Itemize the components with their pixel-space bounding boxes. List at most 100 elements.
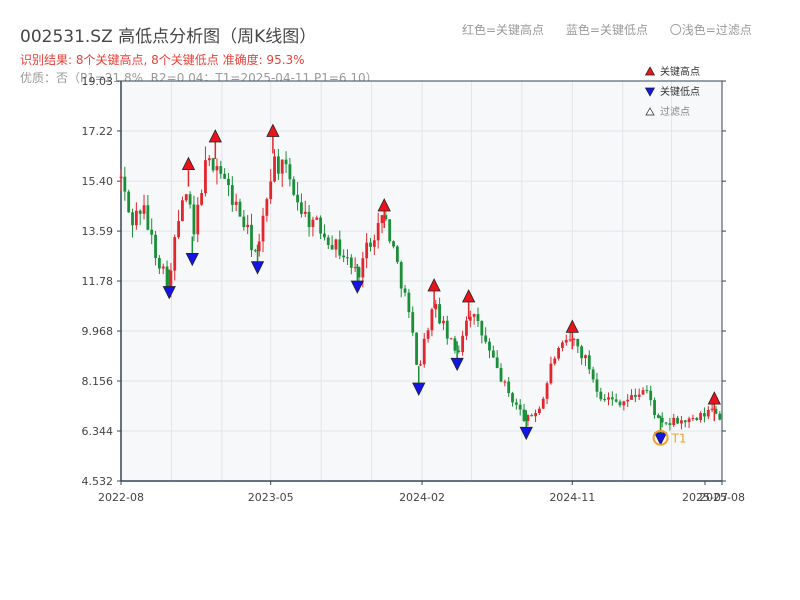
candle-body — [449, 338, 453, 340]
candle-body — [706, 409, 710, 417]
candle-body — [626, 399, 630, 402]
key-low-marker — [350, 280, 364, 294]
x-tick-label: 2024-02 — [399, 491, 445, 504]
candle-body — [395, 246, 399, 263]
key-low-marker — [185, 253, 199, 267]
candle-body — [392, 241, 395, 247]
candle-body — [200, 193, 204, 205]
y-tick-label: 4.532 — [82, 475, 114, 488]
candle-body — [664, 422, 668, 424]
y-tick-label: 15.40 — [82, 175, 114, 188]
candle-body — [207, 158, 211, 161]
candle-body — [633, 395, 637, 397]
candle-body — [311, 219, 315, 228]
candle-body — [276, 156, 280, 174]
candle-body — [419, 364, 422, 366]
candle-body — [372, 240, 376, 247]
candle-body — [511, 393, 514, 403]
candle-body — [284, 159, 288, 165]
candle-body — [691, 418, 695, 420]
legend-marker-high — [644, 66, 656, 76]
key-high-marker — [707, 391, 721, 405]
x-tick-label: 2025-08 — [699, 491, 745, 504]
y-tick-label: 19.03 — [82, 75, 114, 88]
x-tick-label: 2025-07 — [682, 491, 728, 504]
candle-body — [576, 338, 580, 347]
candle-body — [438, 304, 441, 324]
candle-body — [680, 420, 683, 424]
y-tick-label: 17.22 — [82, 125, 114, 138]
candle-body — [177, 221, 180, 238]
legend-label-low: 关键低点 — [660, 85, 700, 98]
candle-body — [134, 210, 138, 226]
candle-body — [472, 314, 476, 317]
candle-body — [184, 194, 188, 201]
candle-body — [361, 258, 365, 278]
key-low-marker — [250, 261, 265, 275]
candle-body — [399, 262, 403, 289]
legend-marker-filtered — [645, 107, 655, 116]
candle-body — [365, 242, 369, 259]
candle-body — [614, 399, 618, 402]
legend-label-filtered: 过滤点 — [660, 105, 690, 118]
candle-body — [668, 423, 672, 425]
candle-body — [426, 330, 430, 339]
candle-body — [323, 233, 326, 238]
candle-body — [165, 266, 169, 289]
candle-body — [315, 217, 319, 220]
candle-body — [261, 215, 265, 242]
candle-body — [296, 194, 299, 203]
candle-body — [303, 211, 307, 214]
candle-body — [257, 241, 261, 252]
candle-body — [138, 210, 142, 214]
color-legend-light: 〇浅色=过滤点 — [669, 23, 752, 37]
candle-body — [518, 404, 522, 410]
candle-body — [507, 381, 511, 394]
candle-body — [154, 234, 157, 259]
candle-body — [622, 401, 626, 406]
candle-body — [718, 413, 722, 420]
candle-body — [238, 201, 242, 217]
candle-body — [514, 402, 518, 405]
key-high-marker — [427, 278, 441, 292]
candle-body — [484, 335, 488, 342]
candle-body — [196, 204, 200, 235]
candle-body — [607, 397, 610, 400]
candle-body — [637, 394, 641, 397]
candle-body — [461, 335, 465, 353]
candle-body — [338, 239, 342, 256]
candle-body — [591, 369, 595, 380]
candle-body — [181, 200, 184, 222]
color-legend: 红色=关键高点 蓝色=关键低点 〇浅色=过滤点 — [462, 21, 770, 38]
candle-body — [457, 350, 461, 353]
candle-body — [411, 312, 415, 333]
candle-body — [142, 205, 146, 214]
candle-body — [434, 304, 438, 310]
candle-body — [695, 418, 699, 420]
candle-body — [553, 358, 557, 364]
candle-body — [491, 350, 495, 358]
key-low-marker — [450, 357, 464, 372]
candle-body — [173, 237, 177, 271]
candle-body — [564, 339, 568, 343]
key-high-marker — [377, 198, 391, 212]
candle-body — [465, 320, 468, 336]
candle-body — [319, 217, 323, 234]
candle-body — [572, 338, 576, 340]
key-low-marker — [519, 426, 533, 441]
candle-body — [476, 314, 480, 322]
candle-body — [349, 257, 353, 268]
x-tick-label: 2023-05 — [248, 491, 294, 504]
candle-body — [353, 267, 357, 269]
t1-label: T1 — [671, 432, 687, 446]
legend-label-high: 关键高点 — [660, 65, 700, 78]
candle-body — [541, 398, 545, 409]
key-high-marker — [266, 123, 280, 137]
key-low-marker — [653, 432, 668, 446]
candle-body — [346, 257, 349, 259]
candle-body — [595, 379, 599, 392]
candle-body — [227, 178, 230, 186]
candle-body — [288, 164, 292, 180]
y-tick-label: 9.968 — [82, 325, 114, 338]
candle-body — [215, 166, 219, 171]
